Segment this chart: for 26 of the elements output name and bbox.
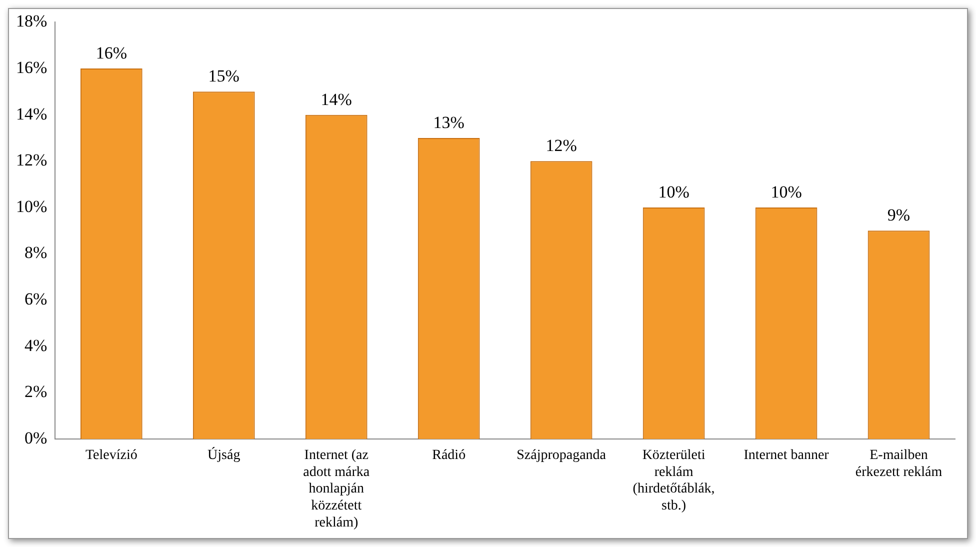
data-label: 12% — [546, 136, 577, 156]
data-label: 16% — [96, 43, 127, 62]
y-tick-label: 16% — [16, 58, 48, 77]
y-tick-label: 18% — [16, 12, 48, 31]
y-tick-label: 10% — [16, 196, 48, 216]
x-tick-label: Internet (az adott márka honlapján közzétett reklám) — [303, 448, 370, 530]
y-tick-label: 14% — [16, 104, 48, 124]
data-label: 9% — [887, 206, 910, 225]
x-tick-label: Rádió — [432, 448, 466, 464]
x-tick-label: Televízió — [85, 448, 138, 464]
y-tick-label: 2% — [24, 382, 48, 402]
x-tick-label: Szájpropaganda — [516, 448, 607, 464]
x-tick-label: Közterületi reklám (hirdetőtáblák, stb.) — [632, 448, 715, 514]
y-tick-label: 8% — [24, 243, 48, 262]
data-label: 13% — [433, 112, 464, 132]
data-label: 10% — [770, 182, 802, 202]
y-tick-label: 0% — [24, 428, 48, 448]
data-label: 14% — [320, 90, 352, 109]
y-tick-label: 12% — [16, 150, 48, 170]
x-tick-label: E-mailben érkezett reklám — [855, 448, 942, 480]
data-label: 10% — [658, 182, 690, 202]
x-tick-label: Újság — [208, 446, 240, 464]
y-tick-label: 6% — [24, 290, 48, 309]
y-tick-label: 4% — [24, 336, 48, 355]
x-tick-label: Internet banner — [744, 448, 830, 464]
data-label: 15% — [208, 66, 240, 86]
